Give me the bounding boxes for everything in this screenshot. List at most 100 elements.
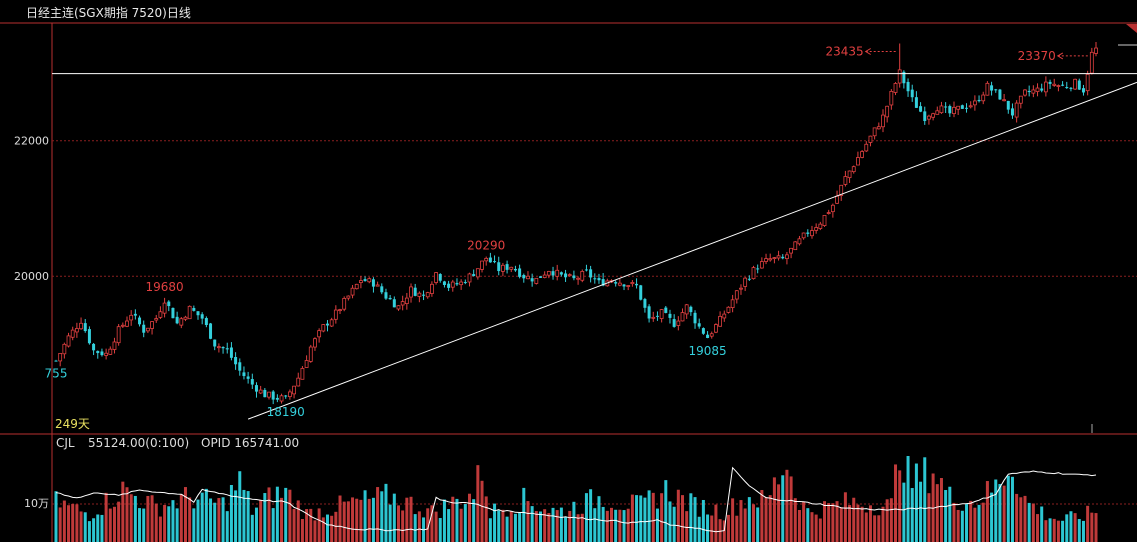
volume-bar: [660, 493, 664, 542]
volume-bar: [802, 501, 806, 542]
volume-bar: [342, 501, 346, 542]
candle-body: [204, 318, 208, 326]
volume-bar: [1031, 503, 1035, 542]
candle-body: [242, 372, 246, 377]
candle-body: [764, 258, 768, 262]
candle-body: [768, 258, 773, 261]
candle-body: [284, 395, 288, 397]
volume-bar: [543, 509, 547, 542]
candle-body: [1089, 51, 1094, 74]
volume-bar: [167, 506, 171, 542]
volume-bar: [117, 501, 121, 542]
low-label-755: 755: [45, 367, 68, 381]
candle-body: [835, 195, 839, 204]
volume-bar: [948, 486, 952, 542]
volume-bar: [284, 487, 288, 542]
volume-bar: [668, 501, 672, 542]
candle-body: [116, 326, 121, 344]
volume-bar: [781, 475, 785, 542]
volume-bar: [1048, 518, 1052, 542]
candle-body: [138, 317, 142, 325]
candle-body: [167, 301, 171, 307]
candle-body: [54, 360, 58, 362]
volume-bar: [188, 497, 192, 542]
volume-bar: [92, 518, 96, 542]
volume-bar: [459, 508, 463, 542]
volume-bar: [192, 508, 196, 542]
candle-body: [1006, 100, 1010, 110]
volume-bar: [580, 513, 584, 542]
volume-bar: [100, 514, 104, 542]
candle-body: [58, 353, 63, 362]
candle-body: [62, 343, 67, 355]
candle-body: [789, 247, 794, 254]
trendline: [247, 81, 1137, 420]
volume-bar: [731, 498, 735, 542]
volume-bar: [1090, 512, 1094, 542]
candle-body: [1027, 90, 1031, 93]
volume-bar: [305, 509, 309, 542]
candle-body: [747, 278, 751, 280]
volume-bar: [873, 515, 877, 542]
candle-body: [952, 106, 956, 115]
volume-bar: [259, 500, 263, 542]
high-label-19680: 19680: [146, 280, 184, 294]
candle-body: [150, 321, 154, 329]
candle-body: [229, 347, 233, 358]
volume-bar: [150, 495, 154, 542]
volume-bar: [409, 496, 413, 542]
candle-body: [509, 266, 514, 270]
candle-body: [1061, 84, 1065, 86]
volume-bar: [906, 456, 910, 542]
volume-bar: [555, 510, 559, 542]
candle-body: [822, 214, 827, 227]
volume-bar: [676, 489, 680, 542]
candle-body: [196, 311, 200, 316]
candle-body: [597, 278, 601, 281]
candle-body: [893, 83, 898, 93]
volume-bar: [739, 500, 743, 542]
volume-bar: [1044, 520, 1048, 542]
volume-bar: [927, 493, 931, 542]
volume-bar: [710, 515, 714, 542]
candle-body: [154, 318, 159, 321]
volume-bar: [823, 501, 827, 542]
candle-body: [651, 316, 656, 319]
volume-bar: [1073, 513, 1077, 542]
volume-bar: [309, 508, 313, 542]
candle-body: [246, 376, 250, 379]
candle-body: [304, 360, 309, 368]
candle-body: [564, 273, 568, 278]
volume-bar: [442, 499, 446, 542]
candle-body: [417, 292, 422, 297]
volume-bar: [635, 495, 639, 542]
volume-bar: [238, 471, 242, 542]
candle-body: [843, 176, 848, 185]
volume-bar: [480, 480, 484, 542]
candle-body: [739, 287, 743, 290]
candle-body: [450, 281, 455, 288]
volume-bar: [852, 497, 856, 542]
volume-bar: [54, 491, 58, 542]
candle-body: [467, 273, 472, 283]
candle-body: [814, 227, 819, 231]
volume-bar: [413, 514, 417, 542]
candle-body: [313, 338, 317, 348]
candle-body: [759, 261, 764, 269]
price-candles: [54, 42, 1098, 405]
volume-value: 55124.00(0:100): [88, 436, 189, 450]
candle-body: [864, 143, 869, 152]
volume-bar: [388, 504, 392, 542]
volume-bar: [363, 490, 367, 542]
volume-bar: [885, 499, 889, 542]
volume-bar: [931, 473, 935, 542]
candle-body: [1014, 102, 1019, 118]
volume-bar: [67, 505, 71, 542]
candle-body: [881, 114, 885, 128]
volume-bar: [217, 498, 221, 542]
volume-bar: [405, 497, 409, 542]
volume-tick-label: 10万: [24, 497, 49, 510]
candle-body: [1010, 108, 1014, 116]
candle-body: [1023, 89, 1027, 96]
